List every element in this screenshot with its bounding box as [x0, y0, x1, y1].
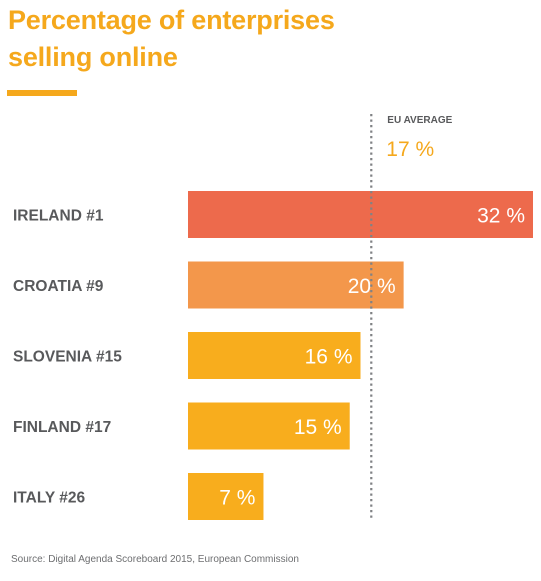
category-label-croatia: CROATIA #9	[13, 278, 104, 295]
category-label-slovenia: SLOVENIA #15	[13, 349, 122, 366]
value-label-slovenia: 16 %	[305, 346, 353, 369]
bar-croatia	[188, 261, 404, 309]
value-label-italy: 7 %	[219, 487, 255, 510]
value-label-ireland: 32 %	[477, 205, 525, 228]
category-label-finland: FINLAND #17	[13, 419, 111, 436]
eu-average-label: EU AVERAGE	[387, 115, 452, 126]
source-note: Source: Digital Agenda Scoreboard 2015, …	[11, 554, 299, 565]
category-label-ireland: IRELAND #1	[13, 208, 104, 225]
value-label-finland: 15 %	[294, 416, 342, 439]
bar-finland	[188, 402, 350, 450]
bar-slovenia	[188, 332, 361, 379]
chart-title-line-1: Percentage of enterprises	[8, 5, 335, 35]
chart-title: Percentage of enterprises selling online	[8, 2, 528, 76]
bar-ireland	[188, 191, 533, 238]
chart-title-line-2: selling online	[8, 42, 178, 72]
bar-italy	[188, 473, 264, 520]
category-label-italy: ITALY #26	[13, 490, 85, 507]
title-underline	[7, 90, 77, 96]
eu-average-value: 17 %	[386, 138, 434, 161]
